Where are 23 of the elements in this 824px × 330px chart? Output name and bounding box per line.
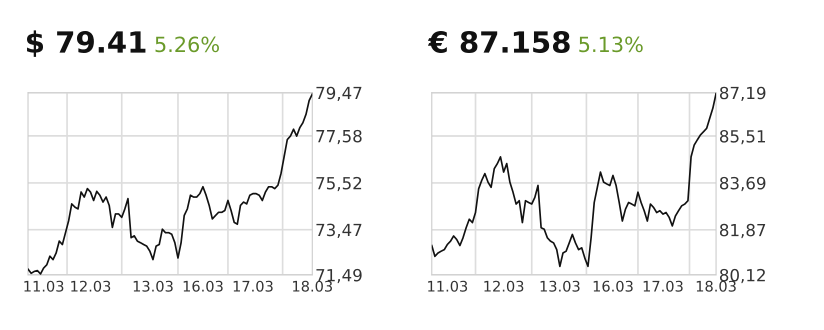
y-tick-label: 81,87	[720, 224, 766, 238]
x-tick-label: 11.03	[24, 280, 64, 292]
x-tick-label: 13.03	[540, 280, 580, 292]
chart-subtitle: 5.26%	[156, 36, 219, 52]
y-tick-label: 77,58	[316, 130, 362, 144]
x-tick-label: 13.03	[134, 280, 173, 292]
x-tick-label: 12.03	[71, 280, 110, 292]
x-tick-label: 12.03	[484, 280, 524, 292]
x-tick-label: 17.03	[234, 280, 273, 292]
line-series	[28, 93, 312, 275]
y-tick-label: 73,47	[316, 224, 362, 238]
chart-subtitle: 5.13%	[579, 36, 643, 52]
y-tick-label: 79,47	[316, 86, 362, 101]
y-tick-label: 83,69	[720, 176, 766, 192]
x-tick-label: 16.03	[184, 280, 223, 292]
y-tick-label: 75,52	[316, 176, 362, 192]
y-tick-label: 85,51	[720, 130, 766, 144]
x-tick-label: 16.03	[594, 280, 633, 292]
chart-title: $ 79.41	[27, 30, 146, 57]
x-tick-label: 11.03	[428, 280, 468, 292]
y-tick-label: 87,19	[720, 86, 766, 101]
chart-title: € 87.158	[428, 30, 570, 54]
x-tick-label: 17.03	[644, 280, 683, 292]
